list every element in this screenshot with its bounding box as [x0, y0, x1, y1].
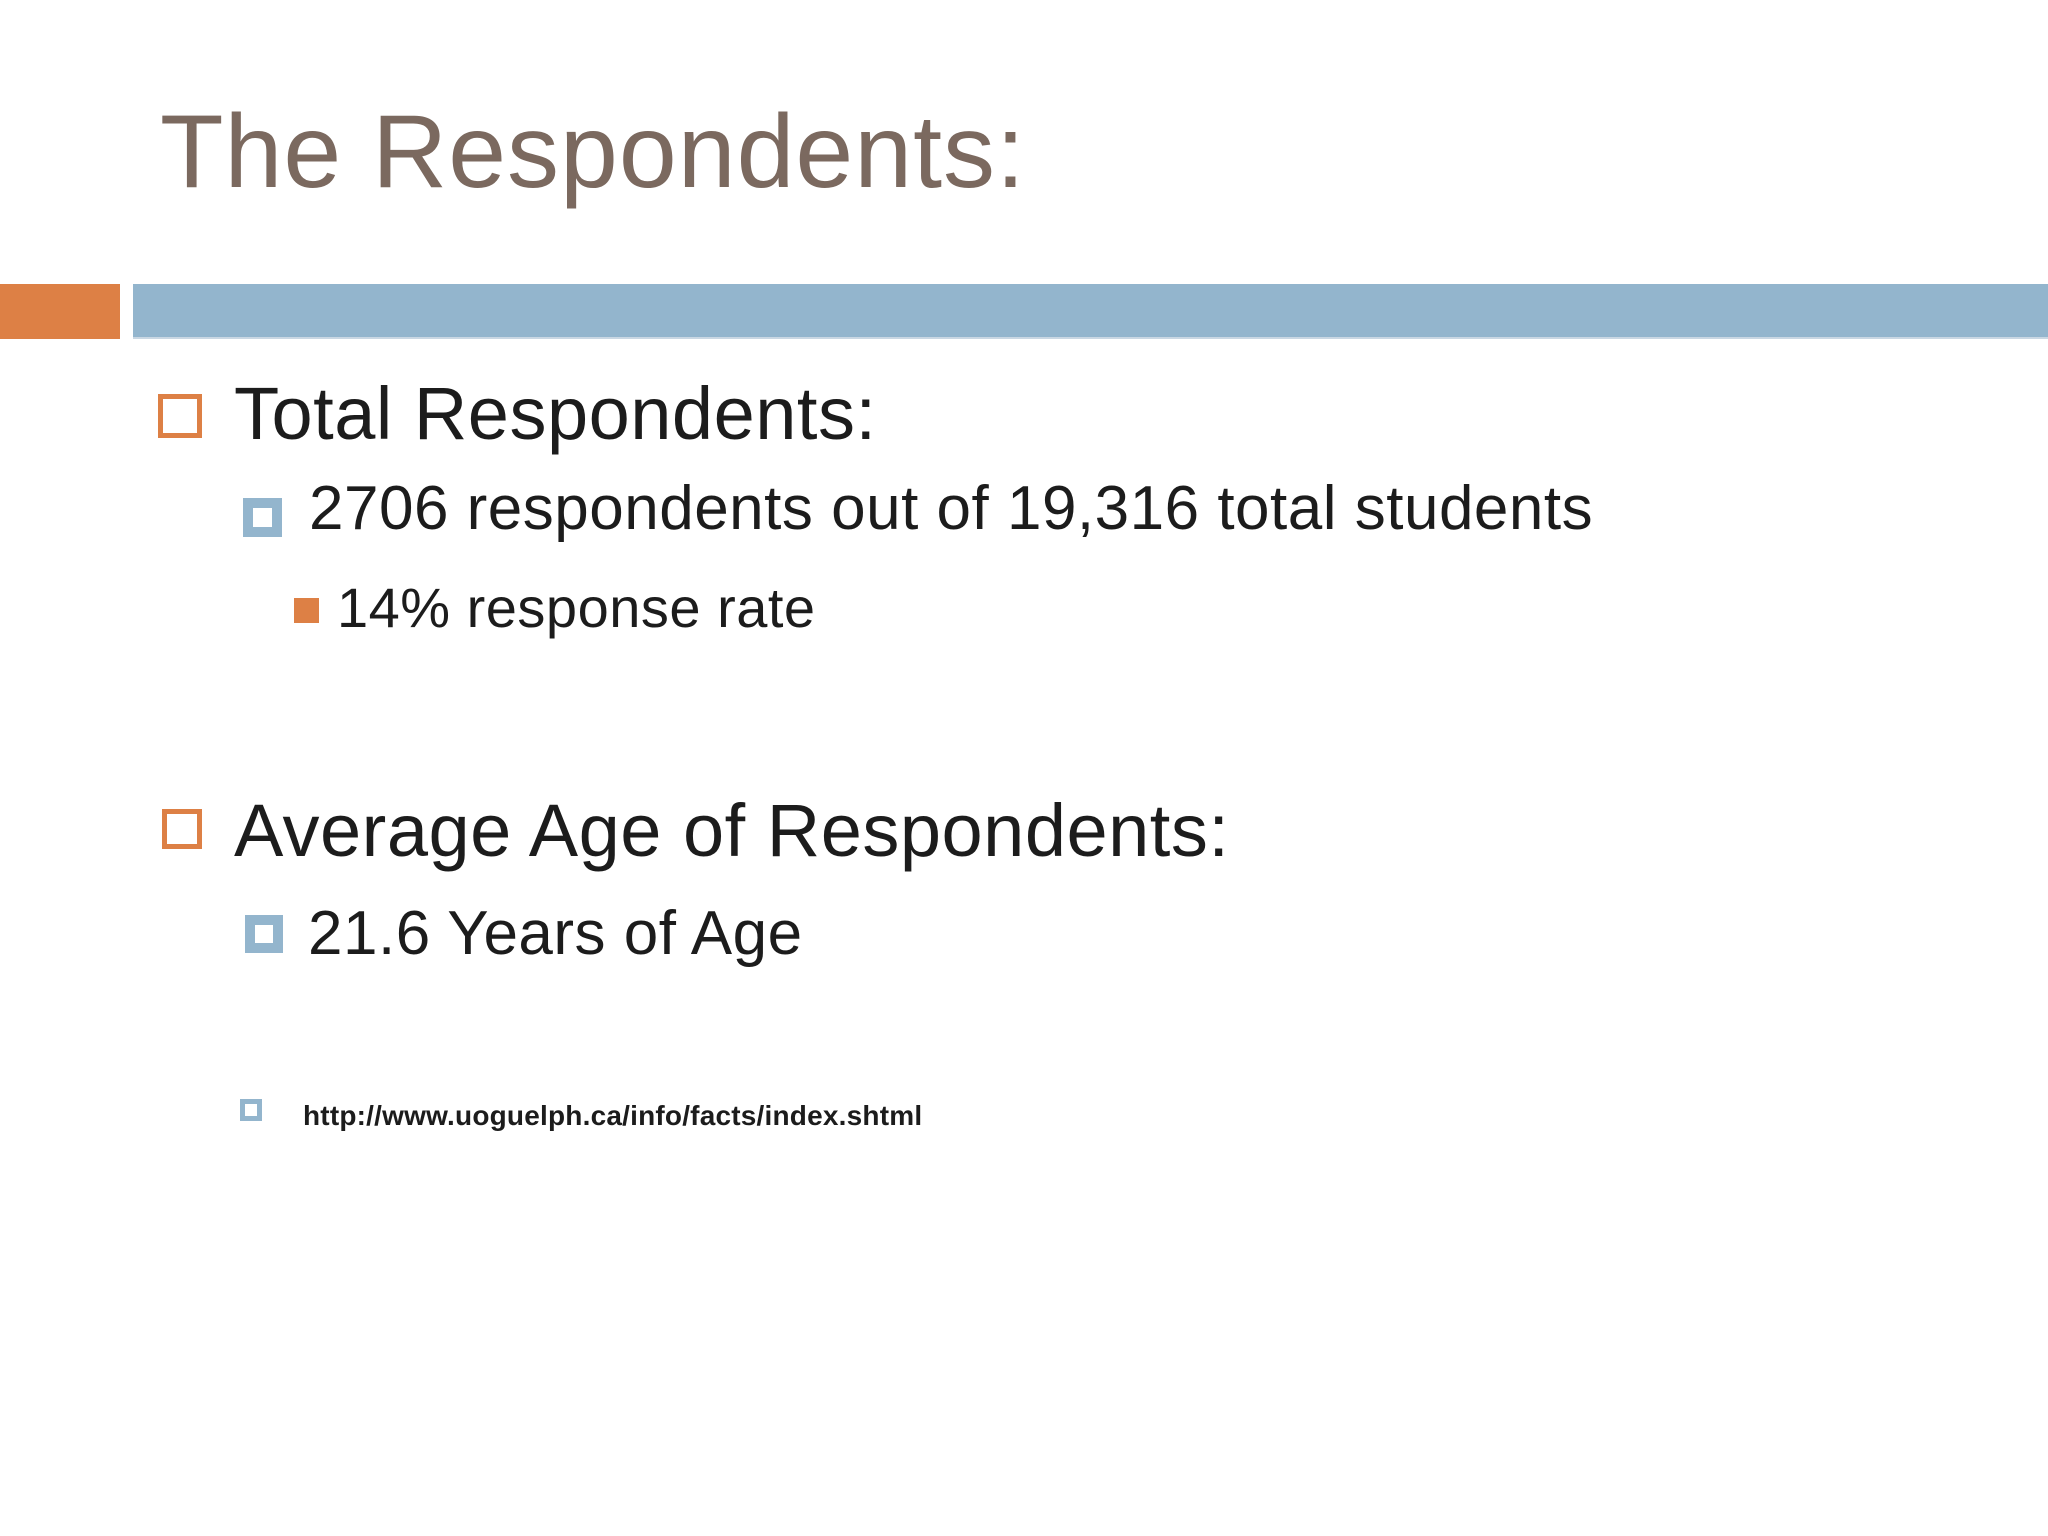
bullet-text-response-rate: 14% response rate: [337, 576, 816, 639]
blue-square-bullet-icon: [245, 915, 283, 953]
orange-outline-square-bullet-icon: [162, 809, 202, 849]
orange-outline-square-bullet-icon: [158, 394, 202, 438]
bullet-text-average-age-value: 21.6 Years of Age: [308, 899, 803, 968]
divider-blue-bar: [133, 284, 2048, 339]
blue-square-bullet-icon: [243, 498, 282, 537]
blue-small-square-bullet-icon: [240, 1099, 262, 1121]
bullet-text-average-age-heading: Average Age of Respondents:: [234, 789, 1230, 872]
slide-title: The Respondents:: [160, 94, 1026, 210]
orange-filled-square-bullet-icon: [294, 598, 319, 623]
bullet-text-total-respondents: Total Respondents:: [234, 372, 877, 455]
divider-orange-block: [0, 284, 120, 339]
source-url-text: http://www.uoguelph.ca/info/facts/index.…: [303, 1100, 923, 1131]
bullet-text-respondent-count: 2706 respondents out of 19,316 total stu…: [309, 474, 1594, 543]
